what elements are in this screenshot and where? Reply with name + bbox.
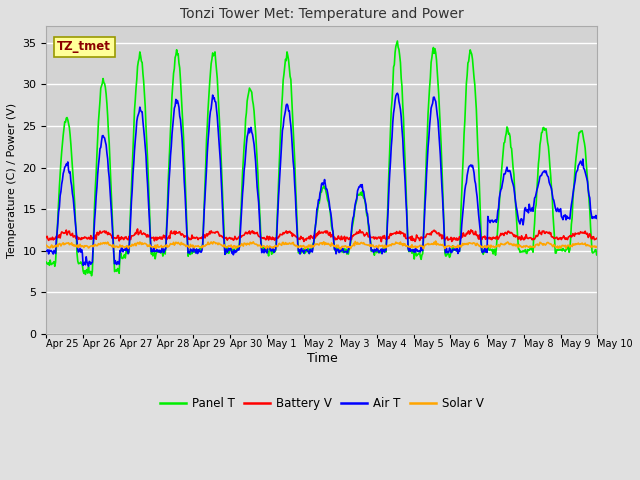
- Battery V: [390, 230, 398, 236]
- Solar V: [406, 244, 413, 250]
- Line: Battery V: Battery V: [46, 229, 597, 241]
- Air T: [84, 264, 92, 269]
- Solar V: [337, 246, 344, 252]
- Battery V: [52, 233, 60, 239]
- Y-axis label: Temperature (C) / Power (V): Temperature (C) / Power (V): [7, 103, 17, 258]
- X-axis label: Time: Time: [307, 352, 337, 365]
- Battery V: [195, 235, 203, 241]
- Legend: Panel T, Battery V, Air T, Solar V: Panel T, Battery V, Air T, Solar V: [156, 392, 488, 415]
- Panel T: [593, 250, 601, 255]
- Battery V: [406, 234, 414, 240]
- Battery V: [42, 235, 50, 240]
- Air T: [42, 248, 50, 254]
- Solar V: [195, 243, 202, 249]
- Air T: [110, 251, 118, 257]
- Air T: [406, 249, 414, 254]
- Line: Solar V: Solar V: [46, 241, 597, 249]
- Battery V: [166, 236, 173, 241]
- Panel T: [88, 273, 95, 278]
- Battery V: [134, 226, 141, 232]
- Title: Tonzi Tower Met: Temperature and Power: Tonzi Tower Met: Temperature and Power: [180, 7, 464, 21]
- Text: TZ_tmet: TZ_tmet: [58, 40, 111, 53]
- Air T: [195, 247, 203, 252]
- Panel T: [166, 142, 173, 147]
- Air T: [390, 110, 397, 116]
- Air T: [52, 237, 60, 243]
- Air T: [394, 90, 401, 96]
- Panel T: [195, 248, 203, 254]
- Panel T: [390, 64, 397, 70]
- Air T: [593, 216, 601, 221]
- Line: Panel T: Panel T: [46, 41, 597, 276]
- Solar V: [593, 244, 601, 250]
- Panel T: [110, 253, 118, 259]
- Air T: [166, 168, 173, 173]
- Panel T: [406, 246, 414, 252]
- Solar V: [165, 243, 173, 249]
- Panel T: [52, 246, 60, 252]
- Solar V: [42, 242, 50, 248]
- Solar V: [52, 242, 60, 248]
- Solar V: [109, 242, 117, 248]
- Battery V: [109, 234, 117, 240]
- Line: Air T: Air T: [46, 93, 597, 266]
- Panel T: [394, 38, 401, 44]
- Battery V: [378, 239, 385, 244]
- Battery V: [593, 235, 601, 241]
- Panel T: [42, 259, 50, 265]
- Solar V: [432, 238, 440, 244]
- Solar V: [390, 241, 397, 247]
